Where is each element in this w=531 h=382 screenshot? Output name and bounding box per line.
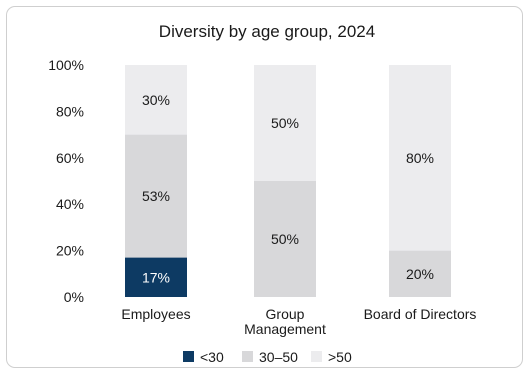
legend-label: <30 [200, 349, 224, 365]
category-label: Group Management [244, 306, 326, 337]
data-label: 50% [271, 231, 299, 247]
legend: <30 30–50 >50 [183, 349, 352, 365]
data-label: 53% [142, 188, 170, 204]
bar-segment [254, 181, 316, 297]
category-label: Board of Directors [364, 306, 477, 322]
y-tick-label: 100% [48, 57, 84, 73]
legend-label: >50 [328, 349, 352, 365]
y-tick-label: 60% [56, 150, 84, 166]
legend-swatch [242, 351, 253, 362]
chart-card: Diversity by age group, 2024 0% 20% 40% 60%… [6, 6, 523, 368]
data-label: 20% [406, 266, 434, 282]
x-axis-categories: Employees Group Management Board of Directo… [121, 306, 476, 337]
bars: 17% 53% 30% 50% 50% 20% 80% [125, 65, 451, 297]
bar-segment [389, 250, 451, 297]
data-label: 17% [142, 269, 170, 285]
data-label: 50% [271, 115, 299, 131]
bar-segment [254, 65, 316, 181]
y-tick-label: 80% [56, 103, 84, 119]
bar-segment [125, 65, 187, 135]
legend-swatch [183, 351, 194, 362]
chart: Diversity by age group, 2024 0% 20% 40% 60%… [48, 22, 476, 365]
legend-label: 30–50 [259, 349, 298, 365]
data-label: 30% [142, 92, 170, 108]
y-axis: 0% 20% 40% 60% 80% 100% [48, 57, 84, 305]
bar-segment [125, 134, 187, 258]
category-label: Employees [121, 306, 190, 322]
chart-title: Diversity by age group, 2024 [159, 22, 375, 41]
data-label: 80% [406, 150, 434, 166]
bar-segment [389, 65, 451, 251]
y-tick-label: 40% [56, 196, 84, 212]
y-tick-label: 20% [56, 243, 84, 259]
bar-segment [125, 257, 187, 297]
legend-swatch [311, 351, 322, 362]
y-tick-label: 0% [64, 289, 84, 305]
